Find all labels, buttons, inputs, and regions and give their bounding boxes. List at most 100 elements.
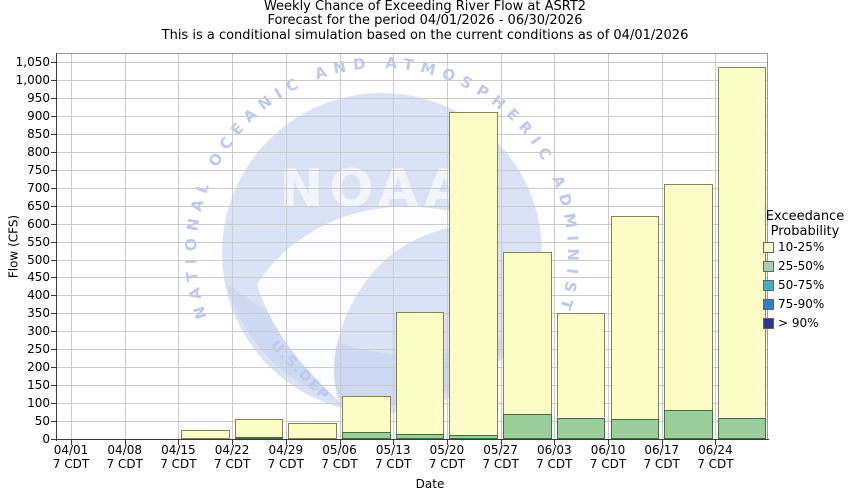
bar-segment bbox=[610, 419, 660, 439]
bar-segment bbox=[664, 184, 713, 411]
y-gridline bbox=[57, 295, 767, 297]
y-tick bbox=[51, 277, 56, 279]
y-gridline bbox=[57, 80, 767, 81]
y-gridline bbox=[57, 205, 767, 207]
y-tick-label: 550 bbox=[27, 234, 50, 249]
x-tick bbox=[554, 440, 556, 445]
x-tick bbox=[446, 440, 448, 445]
y-tick-label: 1,050 bbox=[15, 55, 50, 69]
y-gridline bbox=[57, 115, 767, 117]
x-tick-time: 7 CDT bbox=[213, 456, 251, 471]
x-tick bbox=[71, 440, 72, 445]
legend-swatch bbox=[763, 318, 774, 329]
x-tick bbox=[608, 440, 609, 445]
y-tick-label: 950 bbox=[27, 90, 50, 105]
x-tick-date: 04/29 bbox=[268, 443, 304, 457]
y-tick-label: 150 bbox=[27, 378, 50, 393]
y-gridline bbox=[57, 223, 767, 225]
x-tick bbox=[500, 440, 502, 445]
x-gridline bbox=[71, 54, 72, 439]
x-tick-time: 7 CDT bbox=[428, 456, 466, 471]
x-tick-label: 04/01 7 CDT bbox=[43, 443, 99, 471]
y-tick bbox=[51, 223, 56, 225]
bar-segment bbox=[717, 67, 767, 418]
y-gridline bbox=[57, 241, 767, 243]
x-tick-date: 05/06 bbox=[322, 443, 357, 457]
x-tick-time: 7 CDT bbox=[643, 456, 680, 471]
bar-segment bbox=[234, 437, 284, 440]
x-tick-label: 06/10 7 CDT bbox=[580, 443, 636, 471]
y-tick-label: 350 bbox=[27, 306, 50, 321]
noaa-gull-icon bbox=[257, 206, 487, 402]
legend-item: 25-50% bbox=[760, 258, 850, 277]
legend-item: > 90% bbox=[760, 315, 850, 334]
y-tick bbox=[51, 349, 56, 351]
noaa-center-text: NOAA bbox=[280, 159, 471, 219]
x-tick-date: 04/22 bbox=[214, 443, 250, 457]
x-tick-label: 05/06 7 CDT bbox=[312, 443, 368, 471]
legend-swatch bbox=[763, 261, 774, 272]
y-tick-label: 600 bbox=[27, 216, 50, 231]
y-tick bbox=[51, 151, 56, 153]
x-tick-label: 06/03 7 CDT bbox=[526, 443, 582, 471]
y-tick-label: 500 bbox=[27, 252, 50, 267]
bar-segment bbox=[180, 430, 230, 439]
x-tick-date: 05/20 bbox=[429, 443, 465, 457]
x-tick bbox=[715, 440, 717, 445]
chart-title-block: Weekly Chance of Exceeding River Flow at… bbox=[0, 0, 850, 43]
y-tick-label: 300 bbox=[27, 324, 50, 339]
x-tick bbox=[393, 440, 395, 445]
bar-segment bbox=[395, 311, 445, 434]
bar-segment bbox=[234, 419, 284, 438]
bar-segment bbox=[395, 433, 445, 439]
x-tick-time: 7 CDT bbox=[536, 456, 573, 471]
x-gridline bbox=[124, 54, 126, 439]
bar-segment bbox=[556, 313, 606, 418]
y-tick bbox=[51, 367, 56, 369]
legend-title-line1: Exceedance bbox=[765, 209, 845, 224]
y-tick bbox=[51, 187, 56, 189]
y-axis-line bbox=[56, 53, 57, 441]
y-tick bbox=[51, 421, 56, 422]
y-tick-label: 400 bbox=[27, 288, 50, 303]
x-tick-label: 05/27 7 CDT bbox=[473, 443, 529, 471]
x-tick-time: 7 CDT bbox=[160, 456, 197, 471]
y-tick bbox=[51, 80, 56, 81]
y-tick-label: 650 bbox=[27, 198, 50, 213]
bar-segment bbox=[503, 413, 552, 439]
x-tick-date: 06/03 bbox=[537, 443, 572, 457]
x-tick-date: 04/15 bbox=[161, 443, 196, 457]
x-tick-label: 04/29 7 CDT bbox=[258, 443, 314, 471]
y-tick bbox=[51, 169, 56, 171]
x-gridline bbox=[393, 54, 395, 439]
y-tick bbox=[51, 313, 56, 315]
x-tick-date: 06/10 bbox=[590, 443, 626, 457]
x-tick-date: 06/24 bbox=[698, 443, 733, 457]
y-tick bbox=[51, 259, 56, 261]
legend: Exceedance Probability 10-25% 25-50% 50-75… bbox=[760, 209, 850, 334]
y-gridline bbox=[57, 97, 767, 99]
x-tick bbox=[661, 440, 663, 445]
x-tick-date: 04/01 bbox=[53, 443, 89, 457]
chart-title-line1: Weekly Chance of Exceeding River Flow at… bbox=[263, 0, 587, 14]
x-tick bbox=[124, 440, 126, 445]
x-tick-time: 7 CDT bbox=[697, 456, 734, 471]
legend-item: 75-90% bbox=[760, 296, 850, 315]
bar-segment bbox=[664, 410, 713, 439]
bar-segment bbox=[503, 252, 552, 414]
x-tick-label: 04/22 7 CDT bbox=[204, 443, 260, 471]
x-gridline bbox=[554, 54, 556, 439]
legend-label: 50-75% bbox=[778, 278, 825, 292]
y-gridline bbox=[57, 169, 767, 171]
legend-swatch bbox=[763, 299, 774, 310]
y-axis-title: Flow (CFS) bbox=[6, 214, 21, 279]
x-tick bbox=[285, 440, 287, 445]
legend-item: 10-25% bbox=[760, 239, 850, 258]
y-tick bbox=[51, 385, 56, 387]
x-tick-time: 7 CDT bbox=[374, 456, 412, 471]
x-tick-time: 7 CDT bbox=[321, 456, 358, 471]
x-gridline bbox=[446, 54, 448, 439]
x-axis-title: Date bbox=[415, 477, 445, 491]
x-tick-time: 7 CDT bbox=[106, 456, 143, 471]
